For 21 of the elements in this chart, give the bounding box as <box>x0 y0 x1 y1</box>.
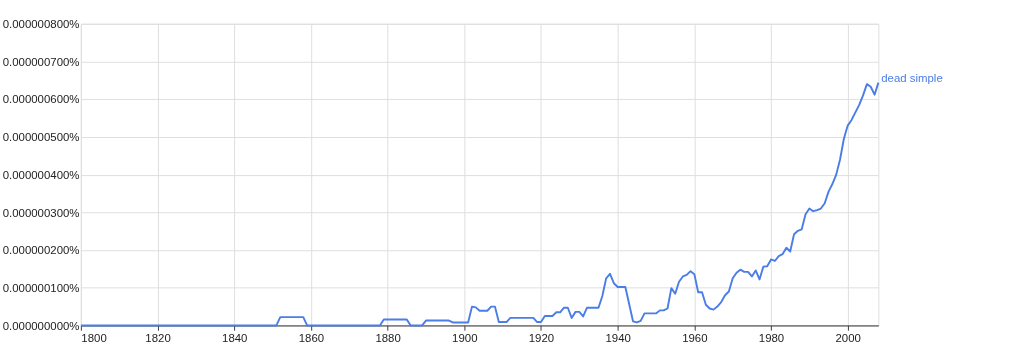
x-tick-label: 1920 <box>528 332 555 345</box>
y-tick-label: 0.000000700% <box>2 55 80 68</box>
y-tick-label: 0.000000300% <box>2 206 80 219</box>
y-tick-label: 0.000000500% <box>2 131 80 144</box>
x-tick-label: 1980 <box>758 332 785 345</box>
x-tick-label: 2000 <box>835 332 861 345</box>
y-tick-label: 0.000000200% <box>2 244 80 257</box>
x-tick-label: 1880 <box>375 332 401 345</box>
x-tick-label: 1860 <box>298 332 325 345</box>
x-tick-label: 1960 <box>682 332 708 345</box>
y-tick-label: 0.000000100% <box>2 282 80 295</box>
x-tick-label: 1940 <box>605 332 631 345</box>
y-tick-label: 0.000000400% <box>2 168 80 181</box>
series-label: dead simple <box>881 71 943 84</box>
y-tick-label: 0.000000600% <box>2 93 80 106</box>
x-tick-label: 1820 <box>145 332 171 345</box>
x-tick-label: 1800 <box>81 332 107 345</box>
y-tick-label: 0.000000800% <box>2 18 80 31</box>
x-tick-label: 1900 <box>452 332 478 345</box>
x-tick-label: 1840 <box>222 332 248 345</box>
y-tick-label: 0.000000000% <box>2 319 80 332</box>
